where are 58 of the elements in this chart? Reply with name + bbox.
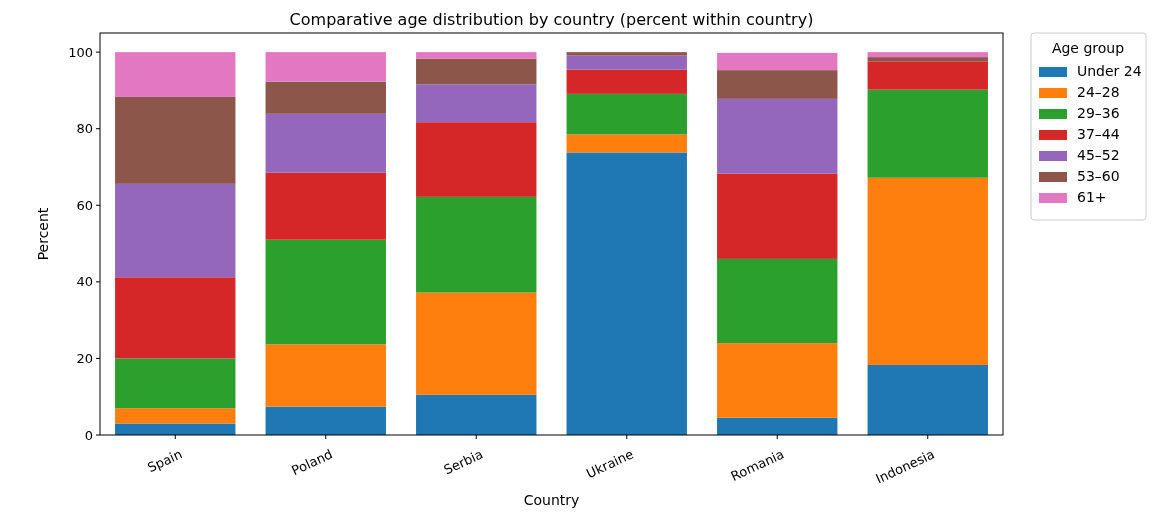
y-axis-title: Percent bbox=[35, 207, 51, 261]
bar bbox=[416, 196, 537, 293]
bar bbox=[265, 113, 386, 173]
y-tick-label: 60 bbox=[76, 197, 93, 213]
bar bbox=[867, 52, 988, 58]
bar bbox=[115, 183, 236, 278]
bar bbox=[566, 69, 687, 94]
y-tick-label: 40 bbox=[76, 274, 93, 290]
bar bbox=[717, 52, 838, 71]
bar bbox=[115, 408, 236, 424]
bar bbox=[265, 81, 386, 114]
bar bbox=[566, 152, 687, 435]
bar bbox=[717, 70, 838, 99]
bar bbox=[717, 343, 838, 418]
bar bbox=[566, 134, 687, 153]
bar bbox=[867, 57, 988, 62]
legend-label: 53–60 bbox=[1077, 168, 1120, 184]
bar bbox=[265, 172, 386, 240]
bar bbox=[717, 173, 838, 259]
y-tick-label: 20 bbox=[76, 350, 93, 366]
bar bbox=[416, 52, 537, 59]
legend-title: Age group bbox=[1051, 40, 1125, 56]
bar bbox=[416, 122, 537, 197]
x-tick-label: Serbia bbox=[441, 446, 486, 478]
bar bbox=[115, 52, 236, 97]
bar bbox=[566, 52, 687, 56]
chart-title: Comparative age distribution by country (percent within country) bbox=[289, 10, 814, 29]
y-tick-label: 0 bbox=[84, 427, 93, 443]
y-tick-label: 100 bbox=[68, 44, 93, 60]
bar bbox=[867, 89, 988, 178]
x-tick-label: Spain bbox=[145, 446, 185, 476]
bar bbox=[717, 98, 838, 174]
legend-label: 29–36 bbox=[1077, 105, 1120, 121]
bar bbox=[416, 394, 537, 435]
bar bbox=[566, 55, 687, 70]
bar bbox=[867, 177, 988, 365]
legend-label: 45–52 bbox=[1077, 147, 1120, 163]
bar bbox=[115, 358, 236, 409]
bar bbox=[115, 277, 236, 359]
bar bbox=[717, 417, 838, 435]
bar bbox=[265, 344, 386, 407]
legend-label: 24–28 bbox=[1077, 84, 1120, 100]
legend-label: 37–44 bbox=[1077, 126, 1120, 142]
bar bbox=[566, 93, 687, 135]
bar bbox=[265, 52, 386, 82]
bar bbox=[416, 292, 537, 395]
bar bbox=[416, 58, 537, 85]
legend-label: Under 24 bbox=[1077, 63, 1142, 79]
legend-label: 61+ bbox=[1077, 189, 1107, 205]
bar bbox=[115, 96, 236, 184]
bar bbox=[867, 364, 988, 435]
bar bbox=[717, 258, 838, 344]
y-tick-label: 80 bbox=[76, 121, 93, 137]
bar bbox=[265, 239, 386, 345]
x-axis-title: Country bbox=[523, 492, 580, 508]
bar bbox=[265, 406, 386, 435]
bar bbox=[416, 84, 537, 123]
bar bbox=[867, 61, 988, 90]
